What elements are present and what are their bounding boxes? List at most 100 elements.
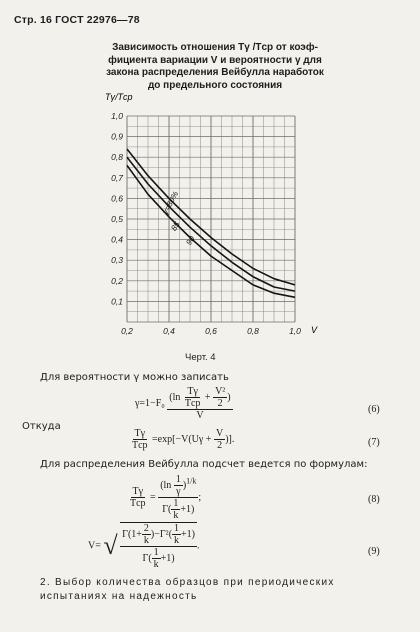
y-tick-label: 0,4 (111, 235, 123, 245)
chart-title-line-2: фициента вариации V и вероятности γ для (108, 54, 322, 66)
eq6-numerator: (ln Tγ Tср + V² 2) (167, 386, 233, 410)
series-label: 90 (184, 234, 197, 247)
y-tick-label: 0,5 (111, 214, 123, 224)
eq7-t-num: Tγ (132, 428, 148, 440)
eq7-v-den: 2 (217, 440, 223, 451)
eq9-den-den: k (153, 559, 159, 570)
eq6-denominator: V (196, 410, 204, 421)
eq9-plus-one: +1 (181, 528, 192, 540)
eq6-v2-den: 2 (217, 398, 223, 409)
eq6-t-frac: Tγ Tср (183, 386, 203, 409)
eq7-inner: −V(Uγ + (175, 433, 212, 445)
equation-8: Tγ Tср = (ln 1 γ)1/k Γ(1 k +1) ; (128, 474, 201, 521)
eq9-1k-den: k (174, 535, 180, 546)
eq6-v2-frac: V² 2 (213, 386, 228, 409)
eq8-k-den: k (173, 510, 179, 521)
eq9-main-fraction: Γ(1+ 2 k)−Γ²(1 k +1) Γ(1 k +1) (120, 522, 198, 570)
chart-y-label: Tγ/Tср (105, 92, 133, 102)
section-heading: 2. Выбор количества образцов при периоди… (40, 577, 335, 602)
eq8-equals: = (150, 491, 156, 503)
eq9-denominator: Γ(1 k +1) (142, 547, 175, 570)
paragraph-1: Для вероятности γ можно записать (40, 372, 229, 383)
eq8-semicolon: ; (198, 491, 202, 503)
eq6-plus: + (204, 391, 211, 403)
eq9-minus-gamma2: −Γ² (154, 528, 169, 540)
page-header: Стр. 16 ГОСТ 22976—78 (14, 14, 140, 26)
eq8-denominator: Γ(1 k +1) (162, 498, 195, 521)
eq8-ln: ln (163, 479, 172, 491)
eq9-number: (9) (368, 546, 380, 557)
eq9-gamma-1: Γ (122, 528, 128, 540)
chart-ticks: 0,2 0,4 0,6 0,8 1,0 0,1 0,2 0,3 0,4 0,5 0,6 0,7 0,8 0… (111, 111, 301, 336)
y-tick-label: 0,8 (111, 152, 123, 162)
eq8-numerator: (ln 1 γ)1/k (158, 474, 199, 498)
eq6-lhs: γ=1−F₀ (135, 397, 165, 409)
paragraph-2: Откуда (22, 421, 61, 432)
eq7-exp: =exp (152, 433, 173, 445)
y-tick-label: 0,9 (111, 132, 123, 142)
x-tick-label: 0,2 (121, 326, 133, 336)
series-line (126, 156, 296, 292)
eq9-one-plus: 1+ (131, 528, 142, 540)
eq9-den-num: 1 (151, 547, 161, 559)
y-tick-label: 0,6 (111, 193, 123, 203)
eq8-one: 1 (173, 474, 183, 486)
chart-title: Зависимость отношения Tγ /Tср от коэф- ф… (60, 42, 370, 92)
eq8-t-frac: Tγ Tср (128, 486, 148, 509)
eq9-2k-den: k (143, 535, 149, 546)
eq8-number: (8) (368, 494, 380, 505)
eq9-2k-num: 2 (141, 523, 151, 535)
series-line (126, 164, 296, 299)
eq9-1k-num: 1 (172, 523, 182, 535)
eq7-t-den: Tср (132, 440, 148, 451)
x-tick-label: 0,8 (247, 326, 259, 336)
eq6-ln: ln (172, 391, 181, 403)
eq9-dot: . (197, 540, 200, 552)
eq8-t-num: Tγ (130, 486, 146, 498)
x-tick-label: 1,0 (289, 326, 301, 336)
chart-title-line-1: Зависимость отношения Tγ /Tср от коэф- (112, 42, 318, 53)
y-tick-label: 1,0 (111, 111, 123, 121)
eq9-sqrt-icon: √ (103, 531, 118, 560)
eq8-k-num: 1 (171, 498, 181, 510)
series-line (126, 148, 296, 286)
eq8-t-den: Tср (130, 498, 146, 509)
chart-title-line-4: до предельного состояния (147, 79, 283, 91)
eq9-den-plus-one: +1 (160, 552, 172, 564)
y-tick-label: 0,3 (111, 255, 123, 265)
eq8-gamma: γ (176, 486, 181, 497)
eq7-number: (7) (368, 437, 380, 448)
y-tick-label: 0,7 (111, 173, 123, 183)
figure-caption: Черт. 4 (185, 352, 216, 363)
chart-title-line-3: закона распределения Вейбулла наработок (106, 67, 324, 78)
eq8-exponent: 1/k (186, 476, 197, 486)
eq6-t-den: Tср (184, 398, 201, 409)
eq9-numerator: Γ(1+ 2 k)−Γ²(1 k +1) (120, 523, 198, 547)
x-tick-label: 0,4 (163, 326, 175, 336)
y-tick-label: 0,2 (111, 276, 123, 286)
x-tick-label: 0,6 (205, 326, 217, 336)
eq8-plus-one: +1 (180, 503, 191, 515)
eq8-main-fraction: (ln 1 γ)1/k Γ(1 k +1) (158, 474, 199, 521)
eq6-number: (6) (368, 404, 380, 415)
eq6-v2-num: V² (213, 386, 228, 398)
y-tick-label: 0,1 (111, 296, 123, 306)
eq7-t-frac: Tγ Tср (130, 428, 150, 451)
equation-9: V= √ Γ(1+ 2 k)−Γ²(1 k +1) Γ(1 k +1) . (88, 522, 200, 570)
eq7-close: ) (225, 433, 229, 445)
eq7-v-num: V (213, 428, 226, 440)
eq8-gamma-fn: Γ (162, 503, 169, 515)
eq6-t-num: Tγ (185, 386, 200, 398)
equation-7: Tγ Tср =exp[−V(Uγ + V 2)]. (130, 428, 235, 451)
eq6-main-fraction: (ln Tγ Tср + V² 2) V (167, 386, 233, 421)
chart-grid (126, 115, 296, 323)
eq9-den-gamma: Γ (142, 552, 149, 564)
eq9-v: V= (88, 540, 101, 552)
